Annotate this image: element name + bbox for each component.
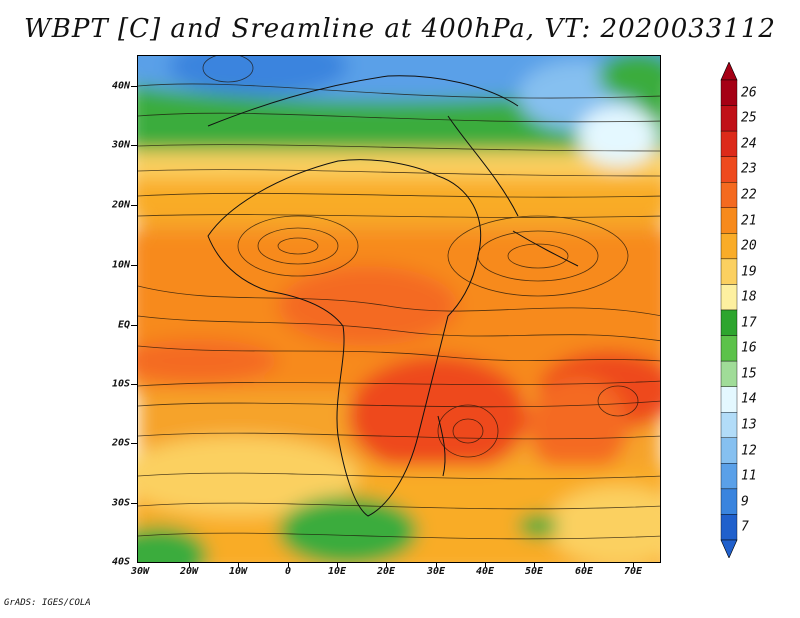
colorbar-segment [720,335,738,362]
y-tick-mark [131,205,137,206]
colorbar-label: 18 [741,289,757,305]
y-tick-mark [131,86,137,87]
y-tick-label: 30S [111,497,130,509]
colorbar-label: 11 [741,468,757,484]
colorbar-label: 17 [741,315,757,331]
x-tick-mark [238,563,239,567]
y-tick-label: EQ [117,319,130,331]
colorbar-label: 19 [741,264,757,280]
colorbar-label: 16 [741,340,757,356]
y-tick-mark [131,325,137,326]
y-tick-mark [131,503,137,504]
x-tick-mark [288,563,289,567]
y-tick-label: 30N [111,139,130,151]
y-tick-label: 20S [111,437,130,449]
y-tick-label: 10S [111,378,130,390]
colorbar-segment [720,284,738,311]
x-tick-label: 30E [426,566,446,577]
colorbar-label: 15 [741,366,757,382]
credit-text: GrADS: IGES/COLA [4,598,91,608]
colorbar-segment [720,488,738,515]
colorbar-label: 14 [741,391,757,407]
map-panel [137,55,661,563]
colorbar-segment [720,412,738,438]
x-tick-label: 10W [228,566,248,577]
x-tick-label: 20W [179,566,199,577]
x-tick-mark [386,563,387,567]
colorbar-label: 20 [741,238,757,254]
colorbar-label: 25 [741,110,757,126]
colorbar-label: 12 [741,443,757,459]
colorbar-segment [720,437,738,464]
colorbar-segment [720,207,738,234]
colorbar-segment [720,258,738,285]
colorbar-label: 21 [741,213,757,229]
x-tick-label: 0 [284,566,292,577]
y-tick-mark [131,145,137,146]
colorbar-top-arrow [720,62,738,81]
y-tick-label: 40S [111,556,130,568]
x-tick-label: 30W [130,566,150,577]
colorbar-label: 13 [741,417,757,433]
x-tick-label: 10E [327,566,347,577]
colorbar-segment [720,130,738,157]
y-tick-mark [131,443,137,444]
colorbar-segment [720,182,738,208]
colorbar-label: 9 [741,494,749,510]
x-tick-mark [584,563,585,567]
wbpt-shading [138,56,660,562]
map-field-svg [138,56,660,562]
x-tick-label: 50E [524,566,544,577]
colorbar [720,62,738,558]
colorbar-segment [720,156,738,183]
x-tick-mark [436,563,437,567]
x-tick-mark [337,563,338,567]
colorbar-segment [720,233,738,260]
x-tick-mark [633,563,634,567]
colorbar-label: 7 [741,519,749,535]
y-tick-mark [131,384,137,385]
x-tick-label: 20E [376,566,396,577]
chart-title: WBPT [C] and Sreamline at 400hPa, VT: 20… [24,14,776,44]
colorbar-label: 23 [741,161,757,177]
x-tick-label: 60E [574,566,594,577]
y-tick-label: 20N [111,199,130,211]
colorbar-label: 24 [741,136,757,152]
colorbar-segment [720,309,738,336]
colorbar-segment [720,463,738,490]
x-tick-label: 40E [475,566,495,577]
x-tick-mark [485,563,486,567]
y-tick-mark [131,265,137,266]
colorbar-bottom-arrow [720,539,738,558]
colorbar-label: 22 [741,187,757,203]
colorbar-segment [720,514,738,541]
coastlines [207,75,579,517]
colorbar-segment [720,386,738,413]
colorbar-label: 26 [741,85,757,101]
streamlines [138,56,660,540]
y-tick-label: 40N [111,80,130,92]
colorbar-segment [720,105,738,132]
x-tick-label: 70E [623,566,643,577]
colorbar-segment [720,360,738,387]
colorbar-segment [720,79,738,106]
x-tick-mark [534,563,535,567]
x-tick-mark [189,563,190,567]
y-tick-label: 10N [111,259,130,271]
